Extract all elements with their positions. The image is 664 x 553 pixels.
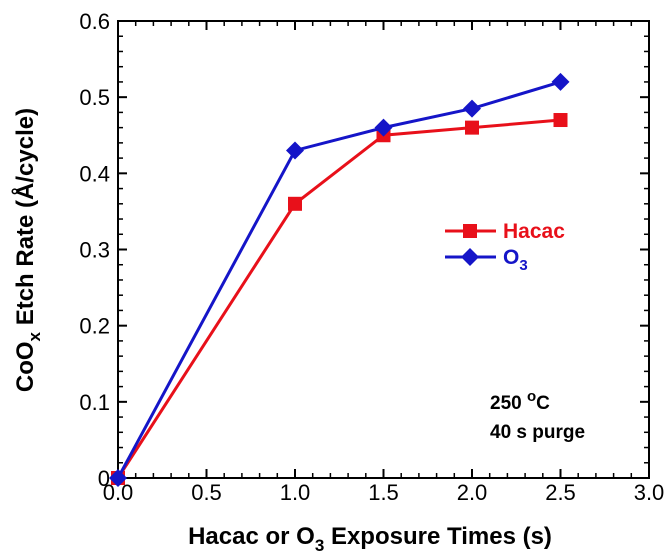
data-point-square [463, 224, 477, 238]
x-tick-label: 0.5 [191, 480, 222, 505]
x-tick-label: 2.0 [457, 480, 488, 505]
legend-entry-hacac: Hacac [445, 220, 565, 243]
y-tick-label: 0 [98, 466, 110, 491]
series-layer [109, 72, 570, 487]
x-tick-label: 3.0 [634, 480, 664, 505]
plot-frame [117, 20, 650, 479]
data-point-square [465, 120, 479, 135]
data-point-diamond [286, 141, 304, 160]
series-line [116, 80, 561, 479]
axes: 0.0 0.5 1.0 1.5 2.0 2.5 3.000.10.20.30.40.50.6 [79, 9, 664, 505]
x-tick-label: 1.0 [280, 480, 311, 505]
legend-entry-o3: O3 [445, 246, 528, 274]
x-tick-label: 1.5 [368, 480, 399, 505]
series-o3 [109, 72, 570, 487]
y-tick-label: 0.5 [79, 85, 110, 110]
y-axis-title: CoOx Etch Rate (Å/cycle) [11, 108, 44, 392]
y-tick-label: 0.1 [79, 390, 110, 415]
data-point-square [553, 113, 568, 128]
legend-label: Hacac [503, 220, 565, 243]
data-point-square [288, 196, 302, 211]
data-point-diamond [109, 469, 127, 487]
annotation-purge: 40 s purge [490, 422, 585, 443]
data-point-diamond [551, 72, 570, 91]
x-axis-title: Hacac or O3 Exposure Times (s) [188, 523, 552, 553]
annotation-temperature: 250 oC [490, 388, 550, 414]
y-tick-label: 0.4 [79, 161, 110, 186]
x-tick-label: 2.5 [545, 480, 576, 505]
y-tick-label: 0.2 [79, 314, 110, 339]
legend-label: O3 [503, 246, 528, 274]
y-tick-label: 0.3 [79, 238, 110, 263]
data-point-diamond [461, 248, 479, 266]
legend: Hacac O3 [445, 220, 565, 274]
data-point-diamond [463, 99, 481, 118]
y-tick-label: 0.6 [79, 9, 110, 34]
data-point-diamond [374, 118, 393, 137]
